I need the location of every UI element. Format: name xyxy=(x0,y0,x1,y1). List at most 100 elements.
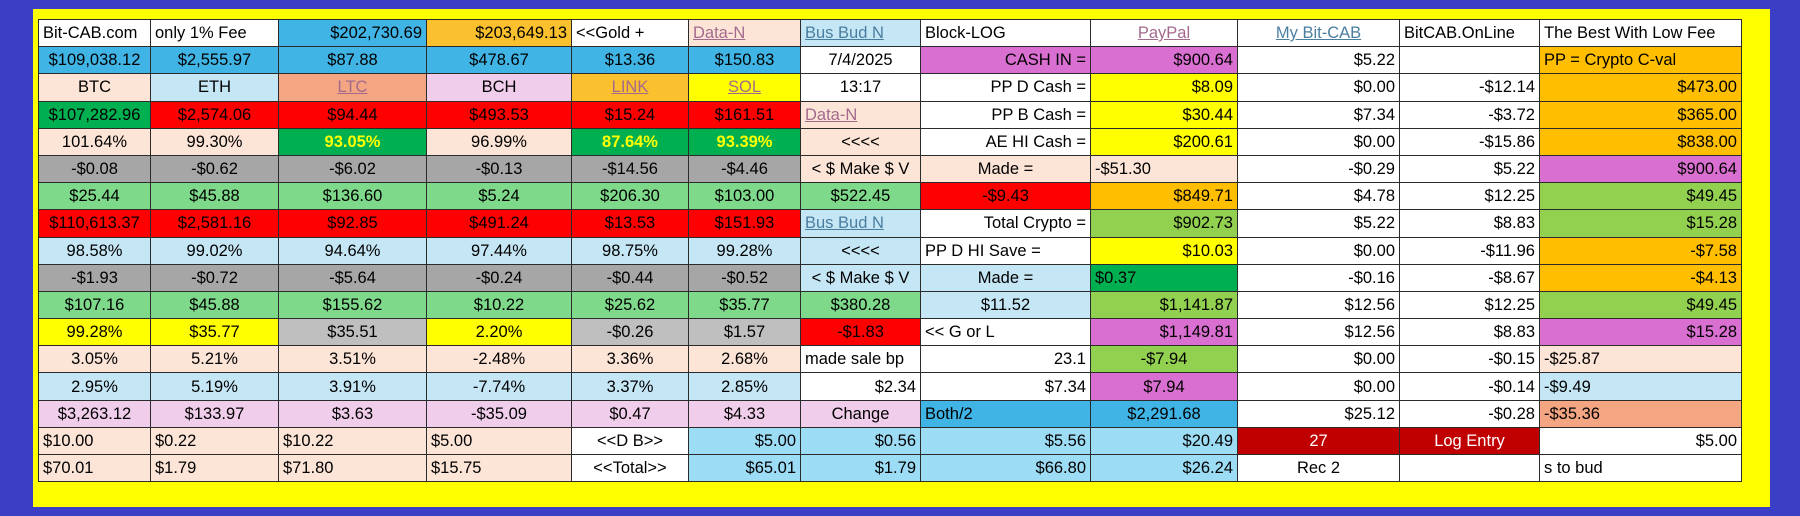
sheet-cell[interactable]: -2.48% xyxy=(426,345,572,374)
hyperlink-cell[interactable]: PayPal xyxy=(1090,18,1238,48)
sheet-cell[interactable]: CASH IN = xyxy=(920,46,1091,75)
sheet-cell[interactable]: -$35.36 xyxy=(1539,399,1742,428)
sheet-cell[interactable]: $26.24 xyxy=(1090,453,1238,483)
sheet-cell[interactable]: 13:17 xyxy=(800,73,921,102)
sheet-cell[interactable]: 94.64% xyxy=(278,236,427,265)
sheet-cell[interactable]: 99.28% xyxy=(688,236,801,265)
sheet-cell[interactable]: $66.80 xyxy=(920,453,1091,483)
hyperlink-cell[interactable]: LTC xyxy=(278,73,427,102)
sheet-cell[interactable]: -$51.30 xyxy=(1090,154,1238,184)
sheet-cell[interactable]: $0.47 xyxy=(571,399,689,428)
sheet-cell[interactable]: -$0.13 xyxy=(426,154,572,184)
sheet-cell[interactable]: $5.00 xyxy=(426,426,572,456)
hyperlink-cell[interactable]: Bus Bud N xyxy=(800,18,921,48)
sheet-cell[interactable]: s to bud xyxy=(1539,453,1742,483)
sheet-cell[interactable]: $65.01 xyxy=(688,453,801,483)
sheet-cell[interactable]: 27 xyxy=(1237,426,1400,456)
sheet-cell[interactable]: $12.56 xyxy=(1237,290,1400,320)
sheet-cell[interactable]: -$4.13 xyxy=(1539,263,1742,292)
hyperlink-cell[interactable]: Bus Bud N xyxy=(800,209,921,238)
sheet-cell[interactable]: $5.22 xyxy=(1237,46,1400,75)
sheet-cell[interactable]: 93.39% xyxy=(688,127,801,156)
sheet-cell[interactable]: -$0.08 xyxy=(38,154,151,184)
sheet-cell[interactable]: -$0.14 xyxy=(1399,372,1540,401)
sheet-cell[interactable] xyxy=(1399,453,1540,483)
sheet-cell[interactable]: $133.97 xyxy=(150,399,279,428)
sheet-cell[interactable]: 5.19% xyxy=(150,372,279,401)
sheet-cell[interactable]: PP = Crypto C-val xyxy=(1539,46,1742,75)
hyperlink-cell[interactable]: Data-N xyxy=(800,100,921,129)
sheet-cell[interactable]: $4.78 xyxy=(1237,182,1400,211)
sheet-cell[interactable]: $7.34 xyxy=(920,372,1091,401)
sheet-cell[interactable]: $71.80 xyxy=(278,453,427,483)
sheet-cell[interactable]: made sale bp xyxy=(800,345,921,374)
sheet-cell[interactable]: $0.22 xyxy=(150,426,279,456)
sheet-cell[interactable]: Rec 2 xyxy=(1237,453,1400,483)
sheet-cell[interactable]: -$0.52 xyxy=(688,263,801,292)
sheet-cell[interactable]: -$12.14 xyxy=(1399,73,1540,102)
sheet-cell[interactable]: 2.68% xyxy=(688,345,801,374)
sheet-cell[interactable]: BCH xyxy=(426,73,572,102)
sheet-cell[interactable]: $8.09 xyxy=(1090,73,1238,102)
sheet-cell[interactable]: $15.75 xyxy=(426,453,572,483)
sheet-cell[interactable]: $0.00 xyxy=(1237,345,1400,374)
sheet-cell[interactable]: $202,730.69 xyxy=(278,18,427,48)
sheet-cell[interactable]: -$6.02 xyxy=(278,154,427,184)
sheet-cell[interactable]: $5.22 xyxy=(1399,154,1540,184)
sheet-cell[interactable]: Made = xyxy=(920,263,1091,292)
sheet-cell[interactable]: $10.22 xyxy=(426,290,572,320)
hyperlink-cell[interactable]: Data-N xyxy=(688,18,801,48)
sheet-cell[interactable]: -$0.62 xyxy=(150,154,279,184)
sheet-cell[interactable]: $902.73 xyxy=(1090,209,1238,238)
sheet-cell[interactable]: Total Crypto = xyxy=(920,209,1091,238)
sheet-cell[interactable]: -$0.24 xyxy=(426,263,572,292)
sheet-cell[interactable]: BTC xyxy=(38,73,151,102)
sheet-cell[interactable]: -$7.94 xyxy=(1090,345,1238,374)
sheet-cell[interactable]: $0.00 xyxy=(1237,236,1400,265)
sheet-cell[interactable]: $15.28 xyxy=(1539,318,1742,347)
sheet-cell[interactable]: $35.51 xyxy=(278,318,427,347)
sheet-cell[interactable]: Bit-CAB.com xyxy=(38,18,151,48)
sheet-cell[interactable]: 98.75% xyxy=(571,236,689,265)
sheet-cell[interactable]: $365.00 xyxy=(1539,100,1742,129)
sheet-cell[interactable]: $109,038.12 xyxy=(38,46,151,75)
sheet-cell[interactable]: 2.95% xyxy=(38,372,151,401)
sheet-cell[interactable]: $15.24 xyxy=(571,100,689,129)
sheet-cell[interactable]: $2.34 xyxy=(800,372,921,401)
sheet-cell[interactable]: only 1% Fee xyxy=(150,18,279,48)
sheet-cell[interactable]: PP D Cash = xyxy=(920,73,1091,102)
sheet-cell[interactable]: Block-LOG xyxy=(920,18,1091,48)
sheet-cell[interactable]: 7/4/2025 xyxy=(800,46,921,75)
sheet-cell[interactable]: $161.51 xyxy=(688,100,801,129)
sheet-cell[interactable]: -$14.56 xyxy=(571,154,689,184)
sheet-cell[interactable]: 2.85% xyxy=(688,372,801,401)
sheet-cell[interactable]: $2,555.97 xyxy=(150,46,279,75)
sheet-cell[interactable]: < $ Make $ V xyxy=(800,154,921,184)
sheet-cell[interactable]: Both/2 xyxy=(920,399,1091,428)
sheet-cell[interactable]: $206.30 xyxy=(571,182,689,211)
sheet-cell[interactable]: 3.05% xyxy=(38,345,151,374)
sheet-cell[interactable]: $200.61 xyxy=(1090,127,1238,156)
sheet-cell[interactable]: $5.56 xyxy=(920,426,1091,456)
hyperlink-cell[interactable]: LINK xyxy=(571,73,689,102)
sheet-cell[interactable]: 101.64% xyxy=(38,127,151,156)
sheet-cell[interactable]: -$0.26 xyxy=(571,318,689,347)
sheet-cell[interactable]: $13.53 xyxy=(571,209,689,238)
sheet-cell[interactable]: The Best With Low Fee xyxy=(1539,18,1742,48)
sheet-cell[interactable]: 3.37% xyxy=(571,372,689,401)
sheet-cell[interactable]: $12.25 xyxy=(1399,182,1540,211)
sheet-cell[interactable]: 99.28% xyxy=(38,318,151,347)
sheet-cell[interactable]: $5.24 xyxy=(426,182,572,211)
sheet-cell[interactable]: $25.12 xyxy=(1237,399,1400,428)
sheet-cell[interactable]: -$0.16 xyxy=(1237,263,1400,292)
sheet-cell[interactable]: 93.05% xyxy=(278,127,427,156)
sheet-cell[interactable]: $493.53 xyxy=(426,100,572,129)
sheet-cell[interactable]: <<Total>> xyxy=(571,453,689,483)
sheet-cell[interactable]: 99.02% xyxy=(150,236,279,265)
sheet-cell[interactable]: <<Gold + xyxy=(571,18,689,48)
sheet-cell[interactable]: $849.71 xyxy=(1090,182,1238,211)
sheet-cell[interactable]: $7.34 xyxy=(1237,100,1400,129)
sheet-cell[interactable]: $0.56 xyxy=(800,426,921,456)
sheet-cell[interactable]: Log Entry xyxy=(1399,426,1540,456)
sheet-cell[interactable]: $15.28 xyxy=(1539,209,1742,238)
